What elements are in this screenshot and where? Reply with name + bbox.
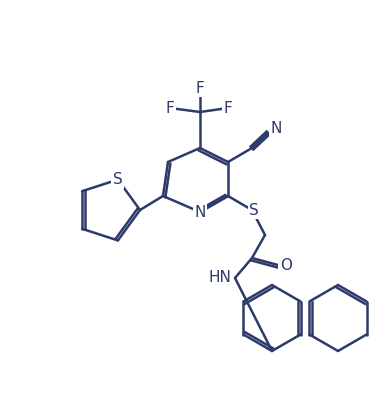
Text: N: N [194, 204, 206, 220]
Text: S: S [113, 172, 123, 187]
Text: F: F [196, 80, 204, 96]
Text: O: O [280, 258, 292, 272]
Text: S: S [249, 203, 259, 218]
Text: F: F [224, 101, 232, 115]
Text: HN: HN [208, 271, 231, 286]
Text: N: N [270, 120, 282, 136]
Text: F: F [166, 101, 175, 115]
